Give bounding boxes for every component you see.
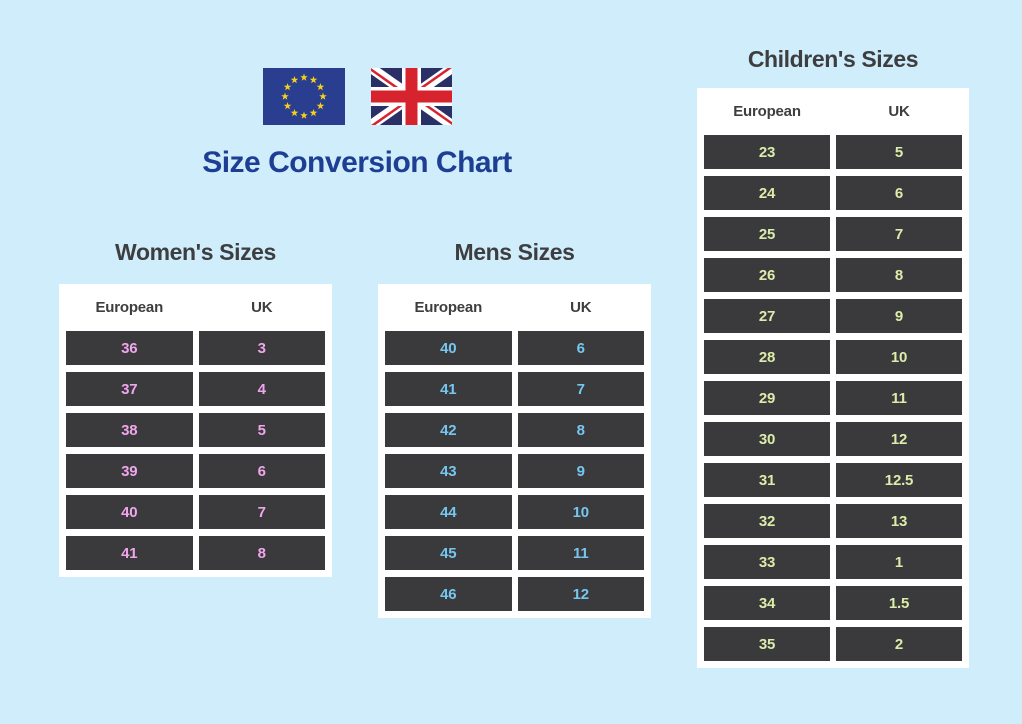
size-cell: 8 bbox=[198, 536, 325, 570]
womens-sizes-title: Women's Sizes bbox=[115, 239, 276, 265]
size-cell: 23 bbox=[704, 135, 830, 169]
size-cell: 5 bbox=[836, 135, 962, 169]
size-cell: 25 bbox=[704, 217, 830, 251]
size-cell: 24 bbox=[704, 176, 830, 210]
size-cell: 4 bbox=[198, 372, 325, 406]
size-cell: 43 bbox=[385, 454, 512, 488]
size-cell: 5 bbox=[198, 413, 325, 447]
size-cell: 32 bbox=[704, 504, 830, 538]
womens-sizes-table: European UK 36 3 37 4 38 5 39 6 40 7 41 8 bbox=[59, 284, 332, 577]
size-cell: 26 bbox=[704, 258, 830, 292]
size-cell: 12.5 bbox=[836, 463, 962, 497]
size-cell: 9 bbox=[836, 299, 962, 333]
size-cell: 45 bbox=[385, 536, 512, 570]
size-cell: 7 bbox=[836, 217, 962, 251]
size-cell: 30 bbox=[704, 422, 830, 456]
table-rows: 36 3 37 4 38 5 39 6 40 7 41 8 bbox=[66, 331, 325, 570]
table-rows: 23 5 24 6 25 7 26 8 27 9 28 10 29 11 30 12 31 12.5 32 13 33 1… bbox=[704, 135, 962, 661]
size-cell: 39 bbox=[66, 454, 193, 488]
table-header-row: European UK bbox=[385, 284, 644, 331]
size-cell: 44 bbox=[385, 495, 512, 529]
size-cell: 11 bbox=[517, 536, 644, 570]
size-cell: 3 bbox=[198, 331, 325, 365]
size-cell: 41 bbox=[66, 536, 193, 570]
size-cell: 46 bbox=[385, 577, 512, 611]
size-cell: 38 bbox=[66, 413, 193, 447]
size-cell: 6 bbox=[836, 176, 962, 210]
size-cell: 2 bbox=[836, 627, 962, 661]
size-cell: 27 bbox=[704, 299, 830, 333]
size-cell: 40 bbox=[385, 331, 512, 365]
table-rows: 40 6 41 7 42 8 43 9 44 10 45 11 46 12 bbox=[385, 331, 644, 611]
childrens-sizes-title: Children's Sizes bbox=[747, 46, 919, 72]
size-cell: 12 bbox=[836, 422, 962, 456]
size-cell: 6 bbox=[517, 331, 644, 365]
page-title: Size Conversion Chart bbox=[202, 146, 512, 179]
size-cell: 36 bbox=[66, 331, 193, 365]
size-cell: 8 bbox=[517, 413, 644, 447]
column-header: European bbox=[414, 299, 483, 316]
size-cell: 37 bbox=[66, 372, 193, 406]
size-cell: 8 bbox=[836, 258, 962, 292]
size-cell: 12 bbox=[517, 577, 644, 611]
table-header-row: European UK bbox=[704, 88, 962, 135]
size-cell: 31 bbox=[704, 463, 830, 497]
size-cell: 34 bbox=[704, 586, 830, 620]
eu-flag-icon bbox=[263, 68, 345, 125]
size-cell: 1 bbox=[836, 545, 962, 579]
size-cell: 7 bbox=[198, 495, 325, 529]
size-cell: 28 bbox=[704, 340, 830, 374]
childrens-sizes-table: European UK 23 5 24 6 25 7 26 8 27 9 28 10 29 11 30 12 31 1… bbox=[697, 88, 969, 668]
column-header: European bbox=[95, 299, 164, 316]
size-cell: 40 bbox=[66, 495, 193, 529]
size-cell: 11 bbox=[836, 381, 962, 415]
column-header: European bbox=[733, 103, 801, 120]
size-cell: 10 bbox=[517, 495, 644, 529]
size-cell: 33 bbox=[704, 545, 830, 579]
mens-sizes-title: Mens Sizes bbox=[454, 239, 575, 265]
table-header-row: European UK bbox=[66, 284, 325, 331]
size-cell: 42 bbox=[385, 413, 512, 447]
uk-flag-icon bbox=[371, 68, 452, 125]
column-header: UK bbox=[251, 299, 273, 316]
size-cell: 29 bbox=[704, 381, 830, 415]
size-cell: 7 bbox=[517, 372, 644, 406]
size-cell: 6 bbox=[198, 454, 325, 488]
size-cell: 13 bbox=[836, 504, 962, 538]
size-cell: 1.5 bbox=[836, 586, 962, 620]
flags-row bbox=[263, 68, 452, 125]
column-header: UK bbox=[888, 103, 910, 120]
size-cell: 41 bbox=[385, 372, 512, 406]
size-cell: 10 bbox=[836, 340, 962, 374]
size-cell: 35 bbox=[704, 627, 830, 661]
column-header: UK bbox=[570, 299, 592, 316]
mens-sizes-table: European UK 40 6 41 7 42 8 43 9 44 10 45 11 46 12 bbox=[378, 284, 651, 618]
size-cell: 9 bbox=[517, 454, 644, 488]
